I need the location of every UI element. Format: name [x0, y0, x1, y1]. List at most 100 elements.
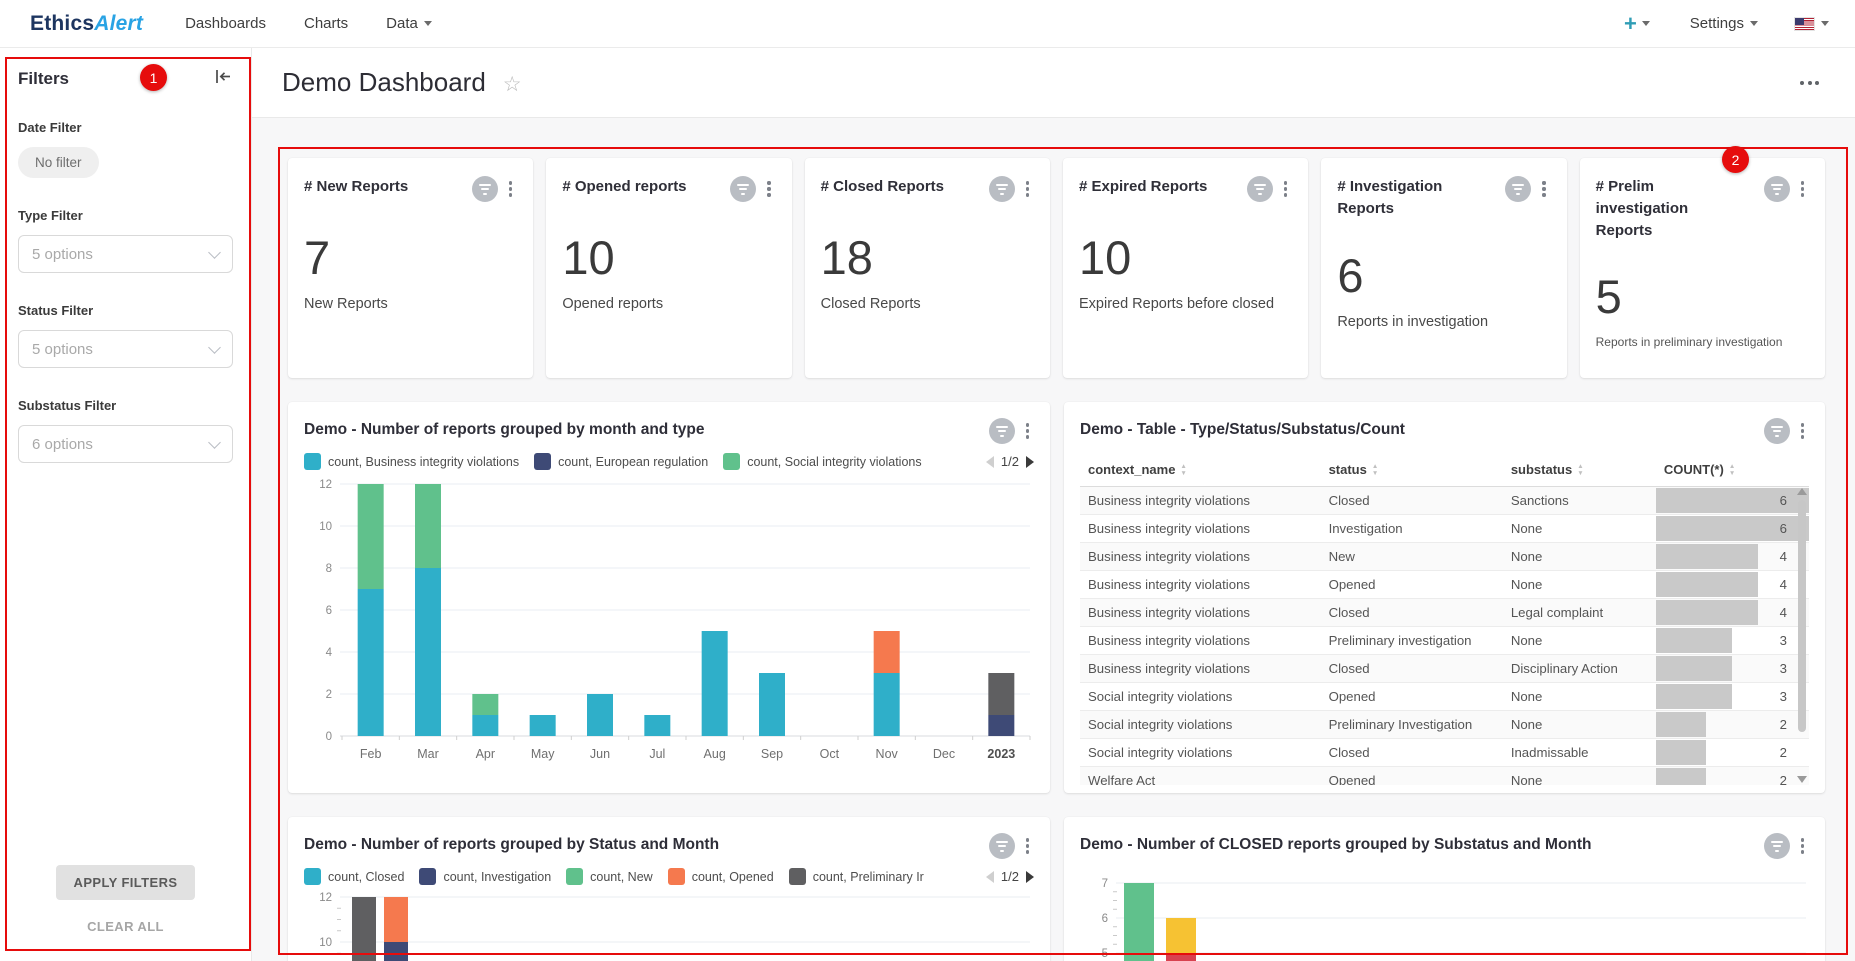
table-row[interactable]: Business integrity violationsClosedLegal…	[1080, 599, 1809, 627]
cell-count: 4	[1656, 599, 1809, 627]
kebab-menu-icon[interactable]	[504, 177, 517, 200]
chart-filter-icon[interactable]	[989, 833, 1015, 859]
bar-segment[interactable]	[472, 694, 498, 715]
bar-segment[interactable]	[1166, 953, 1196, 961]
bar-segment[interactable]	[415, 484, 441, 568]
chart-filter-icon[interactable]	[1764, 833, 1790, 859]
chart-filter-icon[interactable]	[730, 176, 756, 202]
chart-filter-icon[interactable]	[1764, 176, 1790, 202]
table-row[interactable]: Social integrity violationsPreliminary I…	[1080, 711, 1809, 739]
bar-segment[interactable]	[530, 715, 556, 736]
bar-segment[interactable]	[1124, 883, 1154, 961]
legend-item[interactable]: count, Preliminary Ir	[789, 868, 924, 885]
bar-segment[interactable]	[587, 694, 613, 736]
chart-filter-icon[interactable]	[1764, 418, 1790, 444]
legend-item[interactable]: count, Closed	[304, 868, 404, 885]
nav-item-dashboards[interactable]: Dashboards	[185, 15, 266, 32]
bar-segment[interactable]	[759, 673, 785, 736]
table-row[interactable]: Social integrity violationsClosedInadmis…	[1080, 739, 1809, 767]
legend-item[interactable]: count, Business integrity violations	[304, 453, 519, 470]
kebab-menu-icon[interactable]	[1796, 177, 1809, 200]
status-filter-select[interactable]: 5 options	[18, 330, 233, 368]
date-filter-value[interactable]: No filter	[18, 147, 99, 178]
bar-segment[interactable]	[644, 715, 670, 736]
legend-item[interactable]: count, Investigation	[419, 868, 551, 885]
table-row[interactable]: Business integrity violationsOpenedNone4	[1080, 571, 1809, 599]
legend-next-icon[interactable]	[1026, 871, 1034, 883]
table-row[interactable]: Welfare ActOpenedNone2	[1080, 767, 1809, 785]
table-row[interactable]: Business integrity violationsPreliminary…	[1080, 627, 1809, 655]
type-filter-label: Type Filter	[18, 208, 233, 223]
legend-item[interactable]: count, Social integrity violations	[723, 453, 921, 470]
favorite-star-icon[interactable]: ☆	[503, 72, 522, 97]
nav-item-data[interactable]: Data	[386, 15, 432, 32]
bar-segment[interactable]	[1166, 918, 1196, 953]
dashboard-menu-icon[interactable]	[1794, 75, 1825, 91]
kebab-menu-icon[interactable]	[1021, 834, 1034, 857]
sort-header-context-name[interactable]: context_name▲▼	[1080, 456, 1321, 487]
legend-page-label: 1/2	[1001, 454, 1019, 469]
cell-context-name: Welfare Act	[1080, 767, 1321, 785]
table-scrollbar[interactable]	[1795, 488, 1809, 783]
kebab-menu-icon[interactable]	[1537, 177, 1550, 200]
chart-filter-icon[interactable]	[989, 418, 1015, 444]
legend-next-icon[interactable]	[1026, 456, 1034, 468]
kebab-menu-icon[interactable]	[762, 177, 775, 200]
kebab-menu-icon[interactable]	[1021, 177, 1034, 200]
scroll-up-icon[interactable]	[1797, 488, 1807, 495]
language-menu[interactable]	[1794, 17, 1829, 31]
bar-segment[interactable]	[358, 589, 384, 736]
sort-header-substatus[interactable]: substatus▲▼	[1503, 456, 1656, 487]
bar-segment[interactable]	[988, 715, 1014, 736]
cell-status: Closed	[1321, 599, 1503, 627]
cell-count: 6	[1656, 515, 1809, 543]
kebab-menu-icon[interactable]	[1796, 419, 1809, 442]
settings-menu[interactable]: Settings	[1690, 15, 1758, 32]
chart-filter-icon[interactable]	[472, 176, 498, 202]
table-row[interactable]: Business integrity violationsClosedSanct…	[1080, 487, 1809, 515]
bar-segment[interactable]	[358, 484, 384, 589]
count-bar	[1656, 768, 1707, 785]
table-row[interactable]: Business integrity violationsClosedDisci…	[1080, 655, 1809, 683]
collapse-panel-icon[interactable]	[214, 68, 233, 90]
legend-prev-icon[interactable]	[986, 871, 994, 883]
table-row[interactable]: Business integrity violationsNewNone4	[1080, 543, 1809, 571]
kebab-menu-icon[interactable]	[1021, 419, 1034, 442]
apply-filters-button[interactable]: APPLY FILTERS	[56, 865, 196, 900]
chart-filter-icon[interactable]	[1247, 176, 1273, 202]
scroll-down-icon[interactable]	[1797, 776, 1807, 783]
legend-item[interactable]: count, New	[566, 868, 653, 885]
bar-segment[interactable]	[702, 631, 728, 736]
scrollbar-thumb[interactable]	[1798, 500, 1806, 732]
cell-substatus: Disciplinary Action	[1503, 655, 1656, 683]
sort-icon: ▲▼	[1372, 464, 1378, 477]
bar-segment[interactable]	[352, 897, 376, 961]
table-row[interactable]: Business integrity violationsInvestigati…	[1080, 515, 1809, 543]
substatus-filter-select[interactable]: 6 options	[18, 425, 233, 463]
count-bar	[1656, 656, 1733, 681]
legend-item[interactable]: count, European regulation	[534, 453, 708, 470]
bar-segment[interactable]	[384, 942, 408, 961]
bar-segment[interactable]	[874, 631, 900, 673]
cell-substatus: None	[1503, 767, 1656, 785]
bar-segment[interactable]	[472, 715, 498, 736]
kebab-menu-icon[interactable]	[1279, 177, 1292, 200]
bar-segment[interactable]	[415, 568, 441, 736]
add-menu-button[interactable]: +	[1624, 11, 1650, 37]
bar-segment[interactable]	[988, 673, 1014, 715]
kebab-menu-icon[interactable]	[1796, 834, 1809, 857]
sort-header-status[interactable]: status▲▼	[1321, 456, 1503, 487]
nav-item-charts[interactable]: Charts	[304, 15, 348, 32]
legend-item[interactable]: count, Opened	[668, 868, 774, 885]
clear-all-button[interactable]: CLEAR ALL	[87, 919, 164, 934]
app-logo[interactable]: EthicsAlert	[30, 12, 143, 36]
table-row[interactable]: Social integrity violationsOpenedNone3	[1080, 683, 1809, 711]
chart-filter-icon[interactable]	[1505, 176, 1531, 202]
legend-prev-icon[interactable]	[986, 456, 994, 468]
chart-filter-icon[interactable]	[989, 176, 1015, 202]
dashboard-content: # New Reports7New Reports# Opened report…	[252, 118, 1855, 961]
bar-segment[interactable]	[384, 897, 408, 942]
type-filter-select[interactable]: 5 options	[18, 235, 233, 273]
sort-header-count[interactable]: COUNT(*)▲▼	[1656, 456, 1809, 487]
bar-segment[interactable]	[874, 673, 900, 736]
